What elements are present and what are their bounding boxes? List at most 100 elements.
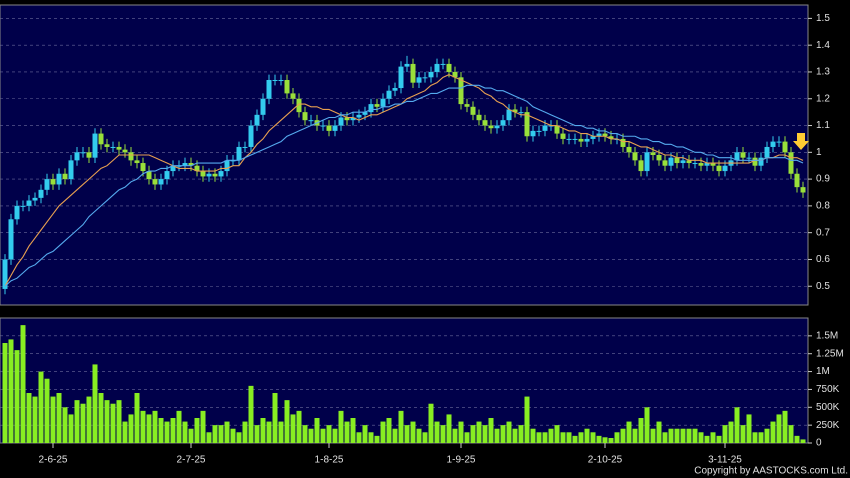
candle-body — [236, 146, 242, 161]
x-tick-label: 2-7-25 — [177, 455, 206, 466]
candle-body — [308, 120, 314, 122]
candle-body — [20, 205, 26, 207]
candle-body — [380, 98, 386, 107]
volume-bar — [650, 428, 656, 443]
volume-bar — [152, 410, 158, 443]
candle-body — [356, 114, 362, 118]
moving-average — [4, 84, 804, 287]
candle-body — [518, 112, 524, 114]
volume-bar — [296, 410, 302, 443]
candle-body — [296, 98, 302, 113]
candle-body — [530, 130, 536, 137]
candle-body — [698, 163, 704, 166]
volume-bar — [674, 428, 680, 443]
candle-body — [68, 160, 74, 180]
candle-body — [110, 146, 116, 148]
candle-body — [428, 71, 434, 78]
candle-body — [776, 141, 782, 143]
volume-bar — [716, 435, 722, 443]
volume-bar — [92, 364, 98, 443]
volume-bar — [320, 428, 326, 443]
volume-bar — [470, 425, 476, 443]
volume-bar — [458, 421, 464, 443]
volume-bar — [362, 425, 368, 443]
candle-body — [704, 163, 710, 166]
candle-body — [686, 160, 692, 164]
volume-bar — [380, 421, 386, 443]
candle-body — [692, 163, 698, 165]
candle-body — [392, 88, 398, 91]
x-tick-label: 3-11-25 — [708, 455, 742, 466]
volume-bar — [722, 425, 728, 443]
candle-body — [638, 160, 644, 172]
volume-bar — [302, 425, 308, 443]
candle-body — [320, 125, 326, 127]
volume-bar — [428, 403, 434, 443]
y-tick-label: 1.2 — [816, 93, 830, 104]
candle-body — [56, 173, 62, 185]
volume-bar — [284, 400, 290, 443]
volume-bar — [524, 396, 530, 443]
candle-body — [128, 152, 134, 161]
candle-body — [98, 133, 104, 145]
candle-body — [758, 157, 764, 166]
candle-body — [788, 152, 794, 174]
volume-bar — [638, 418, 644, 443]
volume-bar — [620, 428, 626, 443]
volume-bar — [494, 428, 500, 443]
volume-bar — [14, 350, 20, 443]
volume-bar — [626, 421, 632, 443]
volume-bar — [506, 421, 512, 443]
candle-body — [266, 80, 272, 99]
volume-bar — [212, 425, 218, 443]
volume-bar — [386, 418, 392, 443]
y-tick-label: 0 — [816, 438, 822, 449]
volume-bar — [614, 432, 620, 443]
candle-body — [572, 138, 578, 140]
candle-body — [506, 109, 512, 121]
volume-bar — [608, 438, 614, 443]
candle-body — [62, 173, 68, 180]
volume-bar — [590, 432, 596, 443]
volume-bar — [500, 425, 506, 443]
candle-body — [206, 173, 212, 177]
volume-bar — [686, 428, 692, 443]
volume-bar — [158, 418, 164, 443]
candle-body — [8, 219, 14, 260]
volume-bar — [584, 428, 590, 443]
candle-body — [182, 163, 188, 166]
volume-bar — [122, 421, 128, 443]
candle-body — [140, 163, 146, 172]
volume-bar — [602, 437, 608, 443]
volume-bar — [530, 428, 536, 443]
candle-body — [746, 157, 752, 159]
candle-body — [674, 157, 680, 164]
candle-body — [608, 136, 614, 139]
volume-bar — [68, 414, 74, 443]
copyright: Copyright by AASTOCKS.com Ltd. — [694, 466, 848, 477]
candle-body — [656, 155, 662, 161]
volume-bar — [782, 410, 788, 443]
volume-bar — [794, 435, 800, 443]
y-tick-label: 1.1 — [816, 120, 830, 131]
candle-body — [632, 152, 638, 161]
candle-body — [116, 146, 122, 150]
y-tick-label: 0.8 — [816, 201, 830, 212]
volume-bar — [740, 425, 746, 443]
volume-bar — [2, 343, 8, 443]
y-tick-label: 1M — [816, 366, 830, 377]
candle-body — [134, 160, 140, 164]
candle-body — [74, 152, 80, 161]
volume-bar — [188, 428, 194, 443]
x-tick-label: 2-10-25 — [588, 455, 623, 466]
candle-body — [584, 138, 590, 142]
y-tick-label: 0.7 — [816, 227, 830, 238]
volume-bar — [416, 428, 422, 443]
volume-bar — [746, 414, 752, 443]
volume-bar — [314, 418, 320, 443]
volume-bar — [344, 421, 350, 443]
candle-body — [14, 205, 20, 220]
candle-body — [650, 152, 656, 155]
volume-bar — [596, 435, 602, 443]
volume-bar — [644, 407, 650, 443]
